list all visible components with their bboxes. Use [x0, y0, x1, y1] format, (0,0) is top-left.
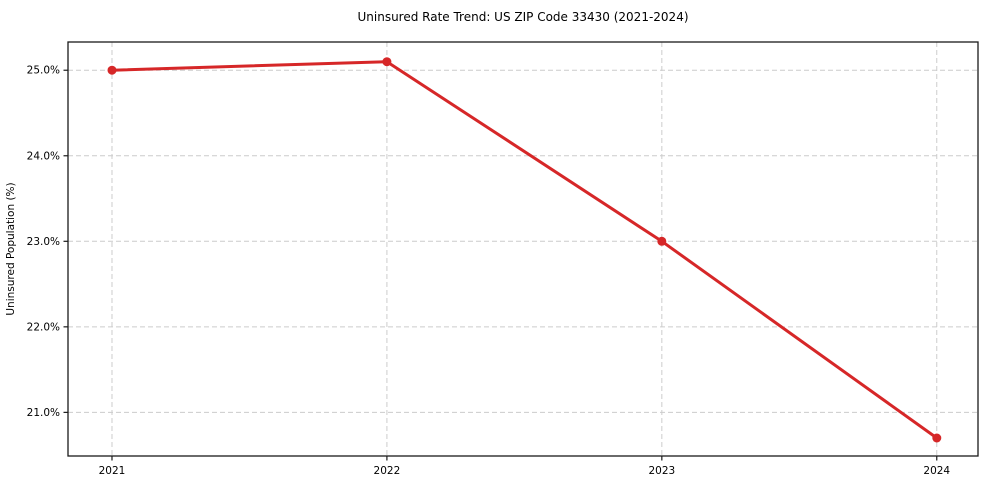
data-point-marker: [107, 65, 117, 75]
plot-border: [67, 41, 979, 457]
tick-labels-layer: 21.0% 22.0% 23.0% 24.0% 25.0% 2021 2022 2023 202…: [27, 65, 951, 477]
y-tick-label: 21.0%: [27, 407, 60, 419]
x-tick-label: 2022: [374, 465, 401, 477]
series-layer: [107, 57, 942, 443]
x-tick-label: 2024: [923, 465, 950, 477]
data-point-marker: [932, 433, 942, 443]
axis-ticks-layer: [63, 69, 938, 461]
x-tick-label: 2021: [99, 465, 126, 477]
y-tick-label: 23.0%: [27, 236, 60, 248]
trend-line: [110, 60, 939, 440]
y-tick-label: 24.0%: [27, 150, 60, 162]
data-point-marker: [657, 236, 667, 246]
data-point-marker: [382, 57, 392, 67]
chart-title: Uninsured Rate Trend: US ZIP Code 33430 …: [357, 10, 688, 24]
y-tick-label: 25.0%: [27, 65, 60, 77]
x-tick-label: 2023: [648, 465, 675, 477]
grid-layer: [68, 42, 978, 456]
y-axis-label: Uninsured Population (%): [5, 182, 17, 315]
y-tick-label: 22.0%: [27, 321, 60, 333]
